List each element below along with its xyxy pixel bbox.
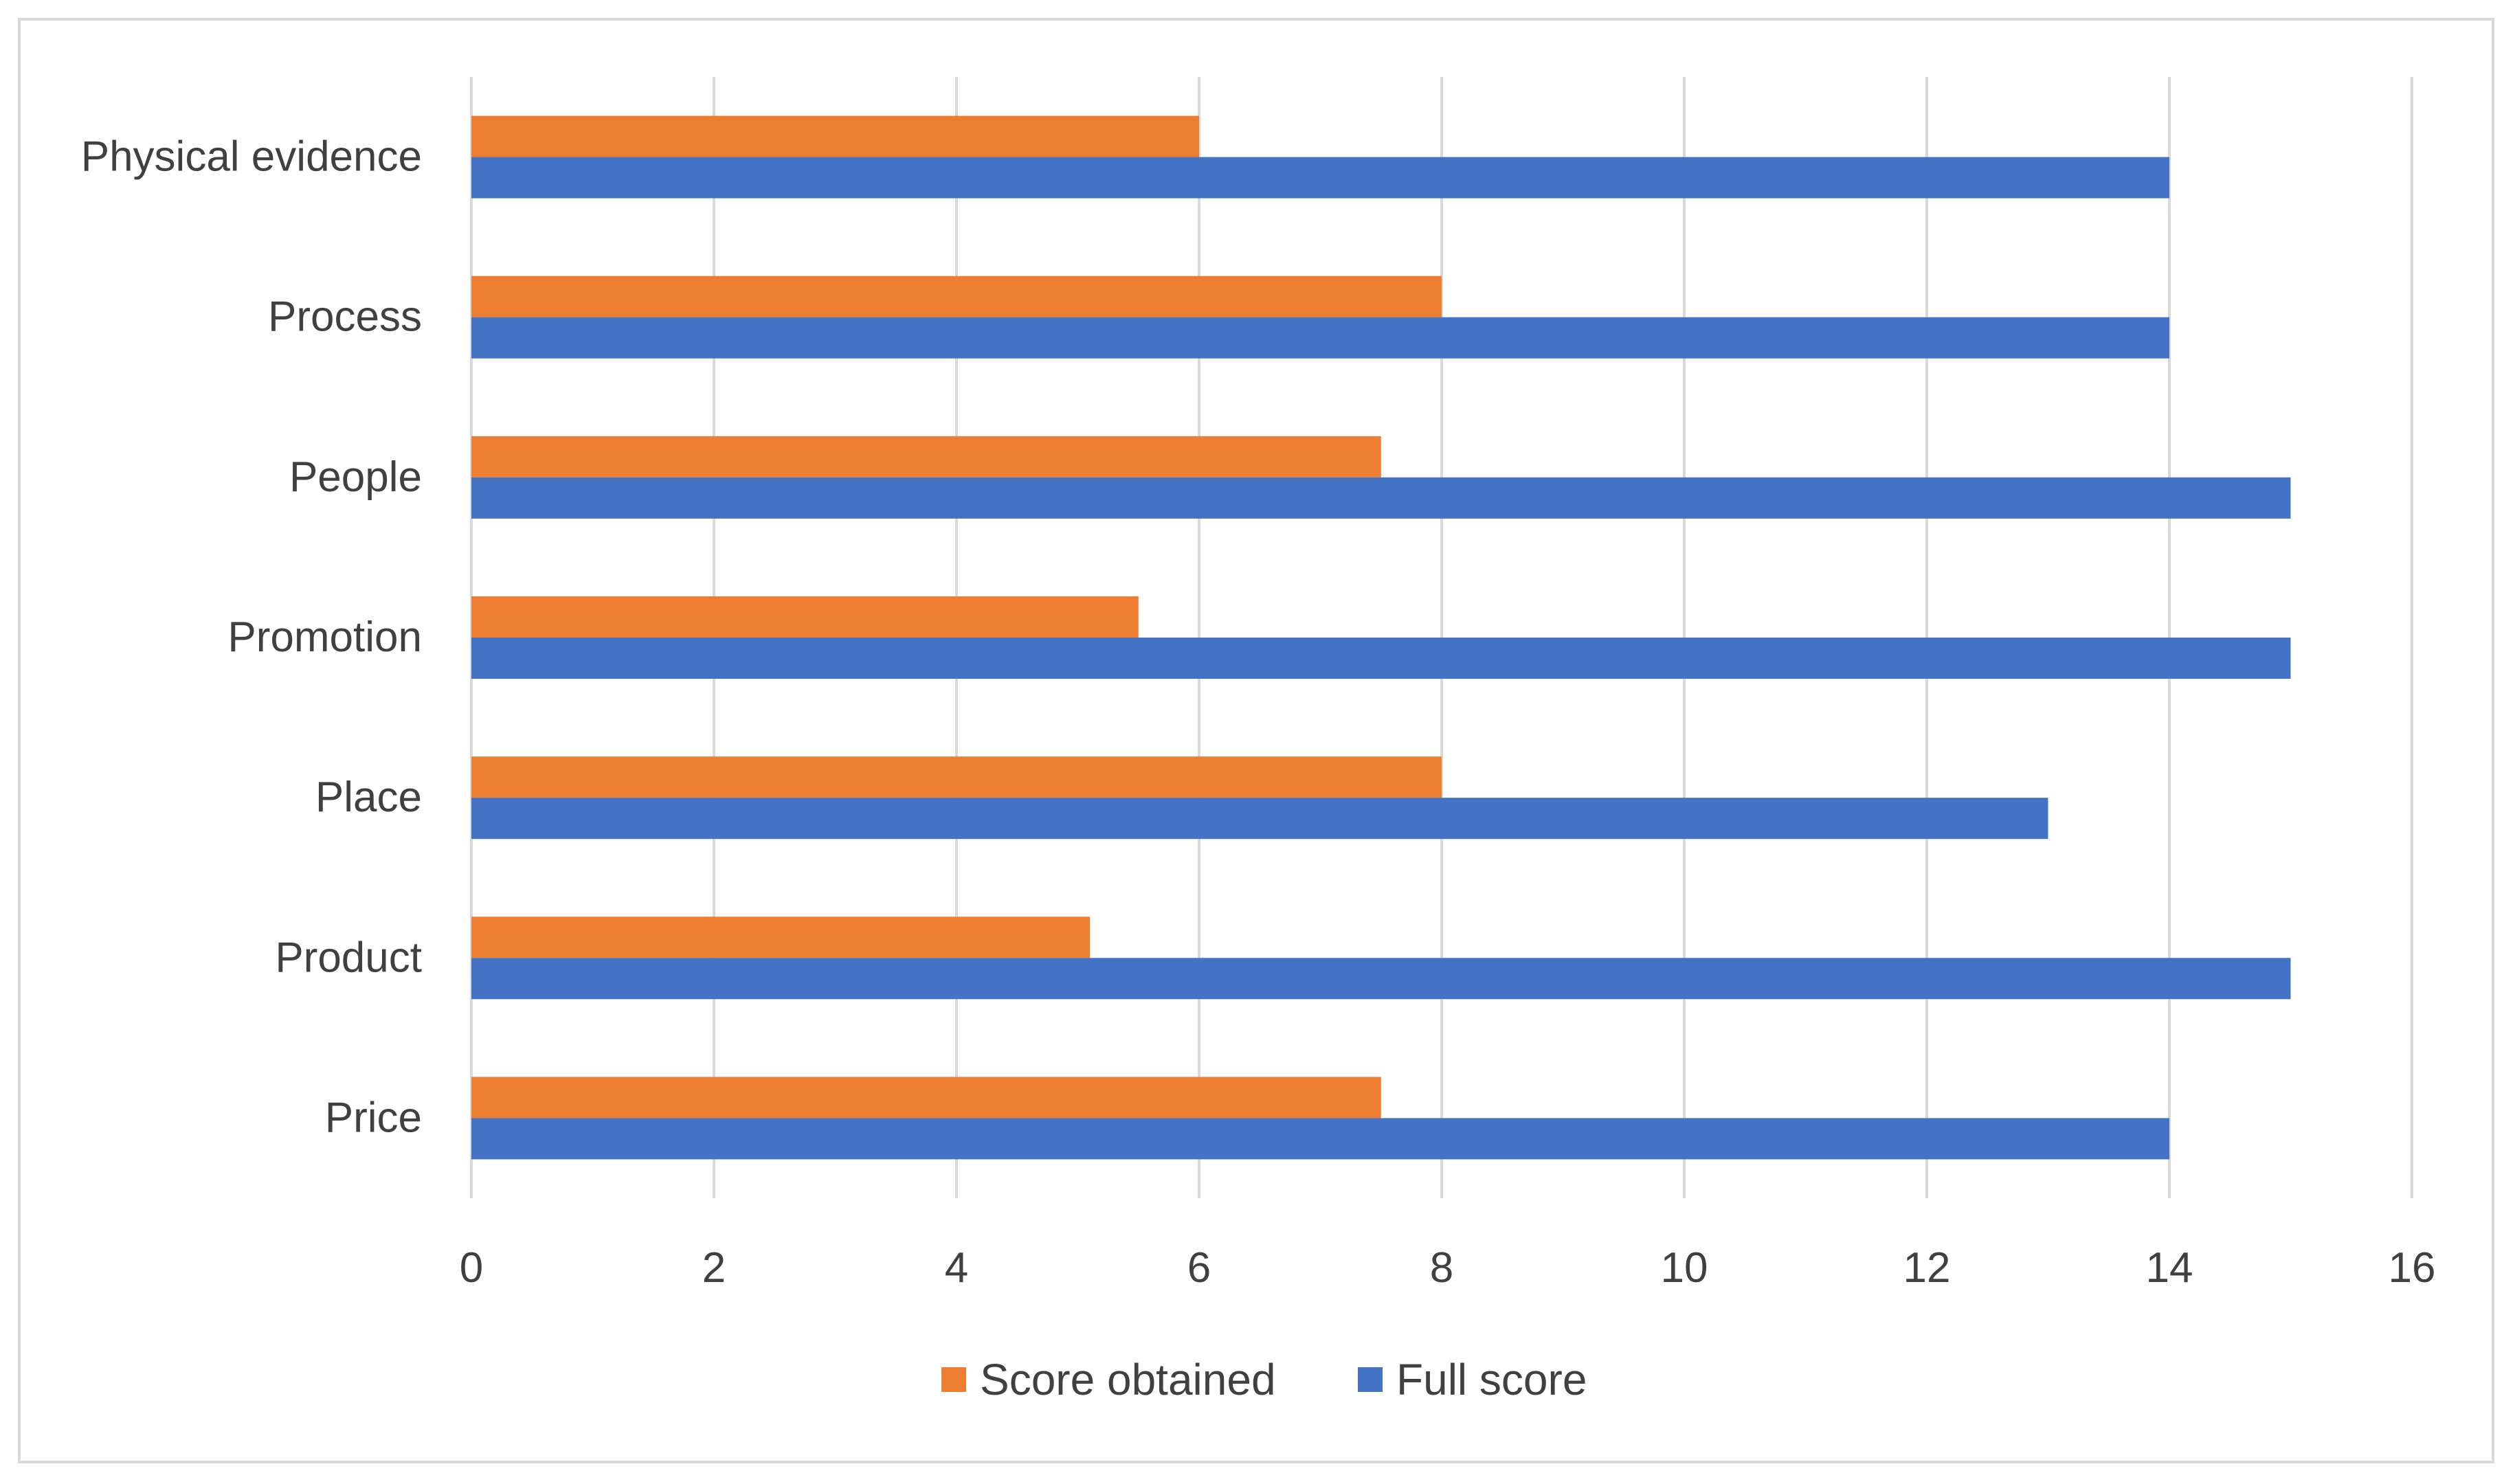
bar-score-obtained	[471, 756, 1442, 798]
legend-swatch	[941, 1367, 966, 1392]
category-labels: Physical evidence Process People Promotion P…	[81, 133, 422, 1142]
bar-full-score	[471, 1118, 2169, 1160]
legend: Score obtained Full score	[941, 1355, 1587, 1404]
category-label: Process	[268, 293, 422, 341]
bars	[471, 115, 2291, 1160]
category-label: Physical evidence	[81, 133, 422, 181]
category-label: Promotion	[227, 614, 422, 661]
bar-score-obtained	[471, 115, 1199, 157]
legend-label: Score obtained	[980, 1355, 1276, 1404]
bar-score-obtained	[471, 596, 1139, 638]
bar-full-score	[471, 798, 2048, 840]
legend-swatch	[1358, 1367, 1383, 1392]
bar-full-score	[471, 157, 2169, 199]
x-tick-label: 12	[1903, 1244, 1951, 1292]
bar-score-obtained	[471, 917, 1091, 958]
x-axis-tick-labels: 0 2 4 6 8 10 12 14 16	[460, 1244, 2436, 1292]
bar-full-score	[471, 638, 2291, 679]
x-tick-label: 16	[2389, 1244, 2436, 1292]
x-tick-label: 8	[1430, 1244, 1453, 1292]
bar-full-score	[471, 477, 2291, 519]
x-tick-label: 6	[1187, 1244, 1211, 1292]
legend-label: Full score	[1396, 1355, 1587, 1404]
bar-score-obtained	[471, 276, 1442, 317]
x-tick-label: 0	[460, 1244, 483, 1292]
bar-full-score	[471, 317, 2169, 359]
bar-score-obtained	[471, 1077, 1381, 1118]
x-tick-label: 10	[1661, 1244, 1708, 1292]
chart-frame	[18, 18, 2494, 1463]
bar-full-score	[471, 958, 2291, 1000]
category-label: Place	[315, 774, 422, 821]
x-tick-label: 14	[2146, 1244, 2193, 1292]
category-label: Price	[325, 1094, 422, 1141]
x-tick-label: 4	[945, 1244, 968, 1292]
category-label: Product	[275, 934, 422, 981]
bar-score-obtained	[471, 436, 1381, 477]
category-label: People	[289, 453, 422, 501]
x-tick-label: 2	[702, 1244, 726, 1292]
